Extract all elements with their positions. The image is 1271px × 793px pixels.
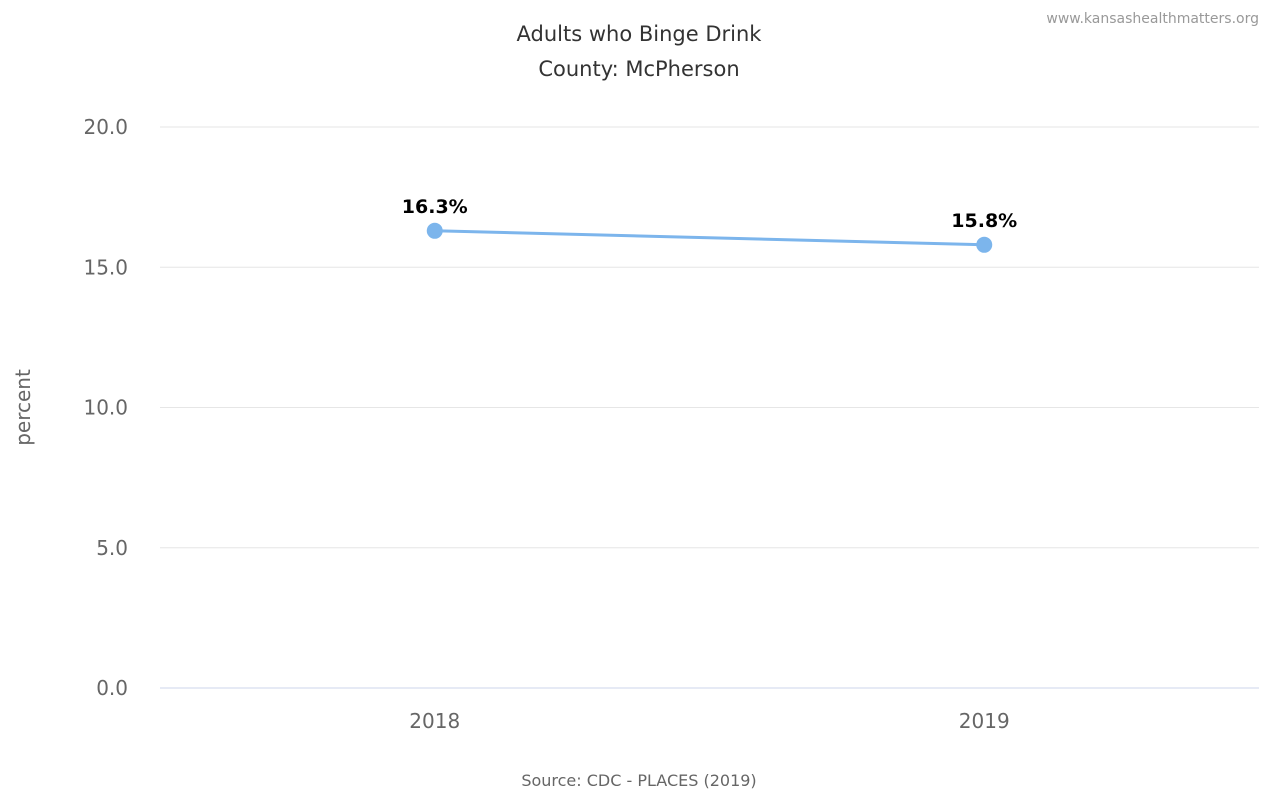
- chart-subtitle: County: McPherson: [538, 57, 739, 81]
- y-tick-label: 15.0: [83, 255, 128, 279]
- x-axis-ticks: 2018 2019: [409, 709, 1009, 733]
- source-note: Source: CDC - PLACES (2019): [521, 771, 756, 790]
- series-line: [433, 229, 986, 247]
- data-label: 16.3%: [402, 196, 468, 218]
- data-labels: 16.3% 15.8%: [402, 196, 1017, 232]
- y-tick-label: 0.0: [96, 676, 128, 700]
- gridlines: [160, 126, 1259, 549]
- series-group: [426, 222, 993, 253]
- x-tick-label: 2018: [409, 709, 460, 733]
- y-axis-title: percent: [11, 369, 35, 446]
- data-label: 15.8%: [951, 210, 1017, 232]
- y-tick-label: 5.0: [96, 536, 128, 560]
- y-axis-ticks: 0.0 5.0 10.0 15.0 20.0: [83, 115, 128, 700]
- data-point[interactable]: [976, 236, 993, 253]
- y-tick-label: 20.0: [83, 115, 128, 139]
- data-point[interactable]: [426, 222, 443, 239]
- x-tick-label: 2019: [959, 709, 1010, 733]
- y-tick-label: 10.0: [83, 396, 128, 420]
- credit-link[interactable]: www.kansashealthmatters.org: [1046, 11, 1259, 27]
- chart-title: Adults who Binge Drink: [517, 22, 763, 46]
